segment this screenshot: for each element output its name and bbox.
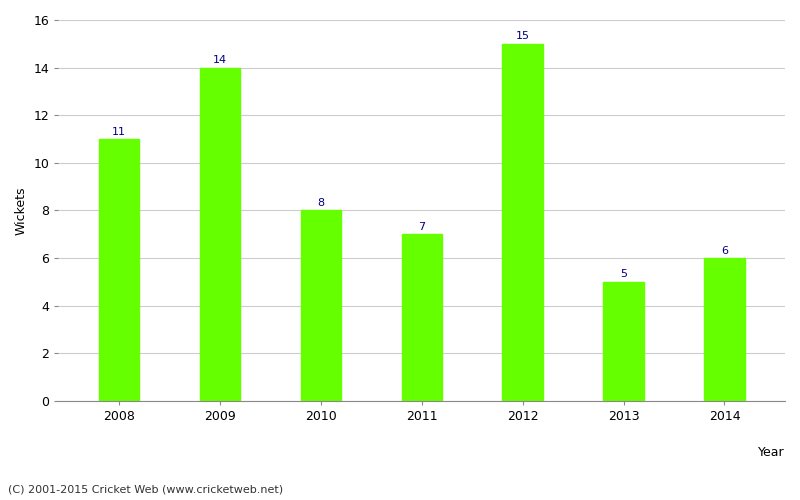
- Bar: [502, 44, 543, 401]
- Text: 7: 7: [418, 222, 426, 232]
- Text: 15: 15: [516, 32, 530, 42]
- Bar: [704, 258, 745, 401]
- Text: 11: 11: [112, 126, 126, 136]
- Text: 5: 5: [620, 270, 627, 280]
- Text: (C) 2001-2015 Cricket Web (www.cricketweb.net): (C) 2001-2015 Cricket Web (www.cricketwe…: [8, 485, 283, 495]
- Text: 14: 14: [213, 55, 227, 65]
- Bar: [402, 234, 442, 401]
- Bar: [603, 282, 644, 401]
- Text: Year: Year: [758, 446, 785, 460]
- Y-axis label: Wickets: Wickets: [15, 186, 28, 234]
- Bar: [99, 139, 139, 401]
- Bar: [301, 210, 341, 401]
- Text: 6: 6: [721, 246, 728, 256]
- Text: 8: 8: [318, 198, 324, 208]
- Bar: [200, 68, 240, 401]
